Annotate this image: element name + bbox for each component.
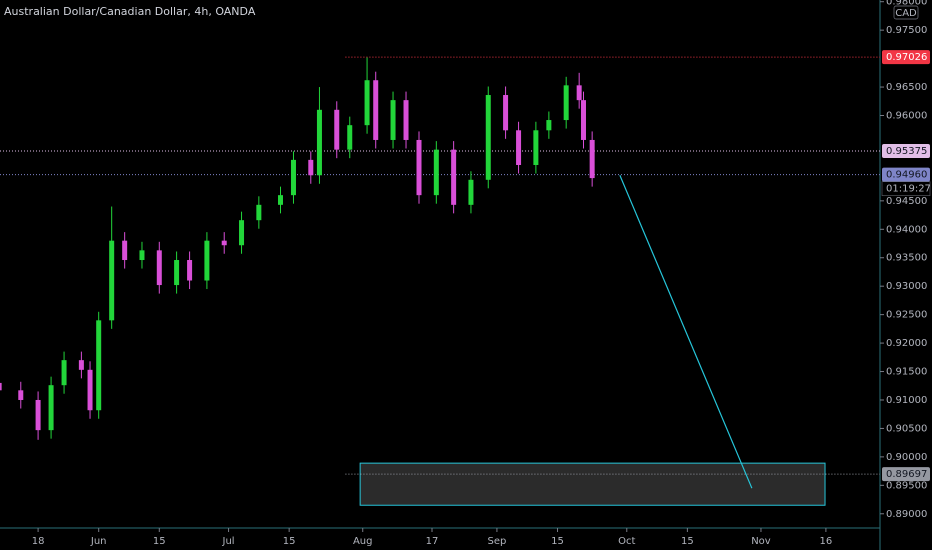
chart-title: Australian Dollar/Canadian Dollar, 4h, O… [4, 5, 256, 18]
candle-body [78, 360, 84, 370]
candle-body [433, 149, 439, 196]
x-tick-label: 16 [820, 536, 833, 547]
y-tick-label: 0.89500 [886, 480, 927, 491]
y-tick-label: 0.93500 [886, 253, 927, 264]
x-tick-label: Aug [353, 536, 373, 547]
candle-body [221, 240, 227, 246]
candle-body [589, 139, 595, 179]
candle-body [308, 159, 314, 176]
countdown-box [881, 181, 931, 196]
candle-body [503, 95, 509, 131]
y-tick-label: 0.92000 [886, 338, 927, 349]
price-label: 0.95375 [886, 146, 927, 157]
candle-body [403, 100, 409, 140]
candle-body [334, 109, 340, 150]
target-box [359, 462, 826, 506]
x-tick-label: 17 [426, 536, 439, 547]
countdown: 01:19:27 [886, 184, 931, 195]
candle-body [156, 250, 162, 286]
candle-body [316, 109, 322, 176]
price-label: 0.94960 [886, 170, 927, 181]
candle-body [96, 320, 102, 411]
currency-box [893, 5, 919, 20]
candle-body [416, 139, 422, 196]
y-tick-label: 0.90500 [886, 423, 927, 434]
candle-body [35, 399, 41, 431]
candle-body [48, 385, 54, 431]
candle-body [239, 220, 245, 246]
candle-body [533, 130, 539, 165]
y-tick-label: 0.94000 [886, 224, 927, 235]
candle-body [277, 195, 283, 205]
x-tick-label: Nov [751, 536, 771, 547]
x-tick-label: 18 [32, 536, 45, 547]
trend-line [619, 175, 753, 489]
candle-body [256, 204, 262, 221]
candle-body [576, 85, 582, 101]
y-tick-label: 0.92500 [886, 310, 927, 321]
candle-body [468, 179, 474, 205]
candle-body [61, 360, 67, 386]
price-label: 0.89697 [886, 469, 927, 480]
candle-body [390, 100, 396, 140]
currency-label: CAD [895, 8, 917, 19]
y-tick-label: 0.89000 [886, 509, 927, 520]
y-tick-label: 0.97500 [886, 25, 927, 36]
candle-body [485, 95, 491, 180]
candle-body [139, 250, 145, 261]
candle-body [122, 240, 128, 261]
x-tick-label: 15 [681, 536, 694, 547]
price-label-box [882, 144, 930, 159]
candle-body [451, 149, 457, 205]
y-tick-label: 0.90000 [886, 452, 927, 463]
y-tick-label: 0.91500 [886, 367, 927, 378]
x-tick-label: 15 [153, 536, 166, 547]
x-tick-label: Jun [90, 536, 107, 547]
y-tick-label: 0.91000 [886, 395, 927, 406]
candle-body [0, 382, 2, 391]
x-tick-label: Sep [487, 536, 506, 547]
candle-body [87, 369, 93, 411]
candle-body [347, 125, 353, 150]
price-label-box [882, 50, 930, 65]
price-label-box [882, 167, 930, 182]
y-tick-label: 0.98000 [886, 0, 927, 8]
y-tick-label: 0.94500 [886, 196, 927, 207]
price-label-box [882, 467, 930, 482]
y-tick-label: 0.93000 [886, 281, 927, 292]
y-tick-label: 0.96500 [886, 82, 927, 93]
candle-body [516, 130, 522, 165]
candle-body [187, 260, 193, 281]
x-tick-label: 15 [283, 536, 296, 547]
candle-body [373, 80, 379, 140]
candle-body [563, 85, 569, 121]
candle-body [204, 240, 210, 281]
x-tick-label: Jul [222, 536, 235, 547]
y-tick-label: 0.96000 [886, 111, 927, 122]
candle-body [18, 390, 24, 400]
candle-body [364, 80, 370, 126]
x-tick-label: 15 [551, 536, 564, 547]
candle-body [580, 100, 586, 140]
candle-body [290, 159, 296, 196]
candle-body [174, 260, 180, 286]
candle-body [546, 120, 552, 131]
price-label: 0.97026 [886, 52, 927, 63]
candle-body [109, 240, 115, 321]
x-tick-label: Oct [618, 536, 635, 547]
